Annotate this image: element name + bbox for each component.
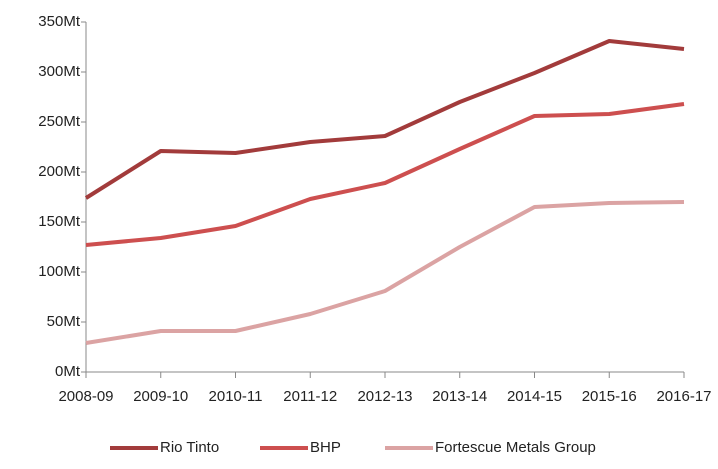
legend-label: BHP	[310, 439, 341, 456]
x-tick-label: 2009-10	[133, 388, 188, 405]
y-tick-label: 150Mt	[38, 213, 81, 230]
x-tick-label: 2008-09	[58, 388, 113, 405]
x-tick-label: 2013-14	[432, 388, 487, 405]
legend-label: Rio Tinto	[160, 439, 219, 456]
y-tick-label: 250Mt	[38, 113, 81, 130]
y-tick-label: 100Mt	[38, 263, 81, 280]
x-tick-label: 2015-16	[582, 388, 637, 405]
y-tick-label: 200Mt	[38, 163, 81, 180]
series-line	[84, 39, 685, 200]
series-line	[85, 200, 685, 345]
x-tick-label: 2012-13	[357, 388, 412, 405]
series-line	[85, 102, 685, 247]
y-tick-label: 50Mt	[47, 313, 81, 330]
x-tick-label: 2010-11	[209, 388, 263, 405]
x-tick-label: 2016-17	[656, 388, 711, 405]
y-tick-label: 0Mt	[55, 363, 81, 380]
x-tick-label: 2011-12	[283, 388, 337, 405]
y-tick-label: 300Mt	[38, 63, 81, 80]
legend-label: Fortescue Metals Group	[435, 439, 596, 456]
x-tick-label: 2014-15	[507, 388, 562, 405]
y-tick-label: 350Mt	[38, 13, 81, 30]
